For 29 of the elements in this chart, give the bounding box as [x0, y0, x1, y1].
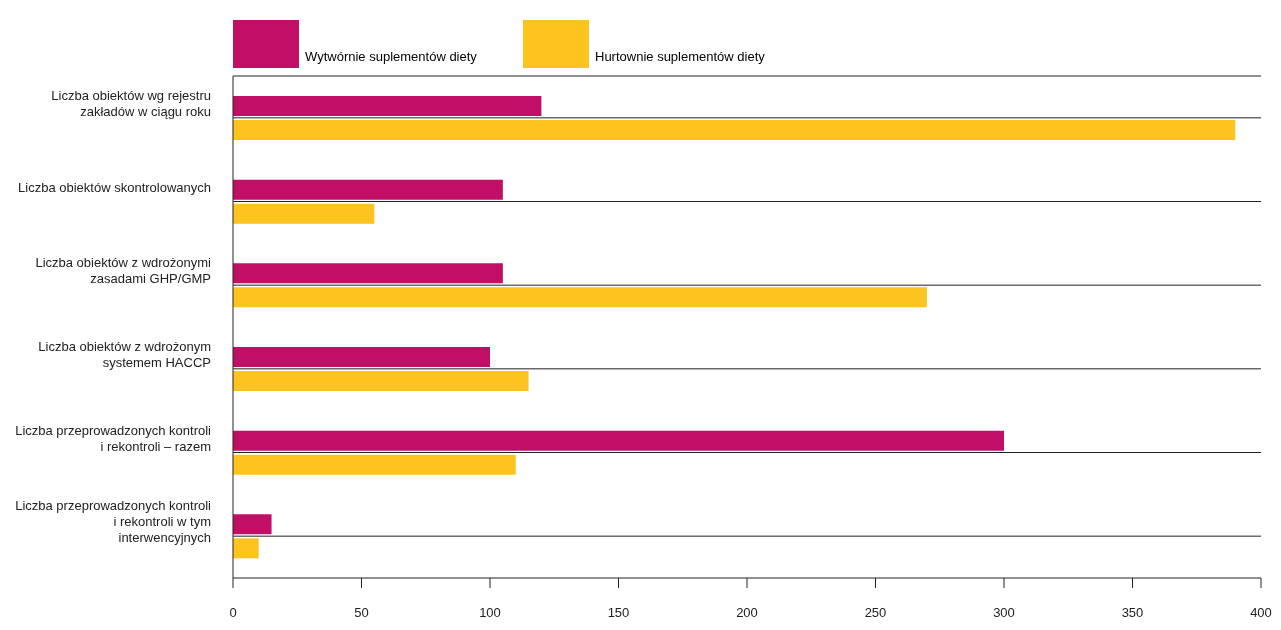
y-tick-label: Liczba obiektów wg rejestru zakładów w ciągu roku	[51, 87, 211, 119]
bar	[233, 347, 490, 367]
x-tick-label: 300	[993, 605, 1015, 621]
text: Wytwórnie suplementów diety	[305, 49, 477, 64]
x-tick-label: 150	[607, 605, 630, 621]
bar	[233, 371, 529, 391]
x-tick-label: 250	[864, 605, 887, 621]
bar	[233, 514, 272, 535]
x-tick-label: 200	[736, 605, 758, 621]
y-tick-label: Liczba przeprowadzonych kontroli i rekontroli w tym interwencyjnych	[15, 498, 212, 546]
bar	[233, 96, 542, 116]
y-tick-label: Liczba obiektów skontrolowanych	[18, 179, 211, 195]
bar	[233, 179, 503, 200]
x-tick-label: 400	[1250, 605, 1272, 621]
bar	[233, 203, 375, 224]
bar	[233, 263, 503, 284]
x-tick-label: 50	[354, 605, 369, 621]
bar	[233, 120, 1236, 140]
bar	[233, 430, 1004, 451]
x-tick-label: 100	[479, 605, 501, 621]
y-tick-label: Liczba obiektów z wdrożonymi zasadami GHP/GMP	[35, 255, 212, 287]
x-tick-label: 350	[1121, 605, 1144, 621]
bar	[233, 287, 927, 308]
y-tick-label: Liczba obiektów z wdrożonym systemem HACCP	[38, 338, 211, 370]
y-tick-label: Liczba przeprowadzonych kontroli i rekontroli – razem	[15, 422, 212, 454]
bar	[233, 538, 259, 559]
x-tick-label: 0	[229, 605, 237, 621]
bar	[233, 454, 516, 475]
text: Hurtownie suplementów diety	[595, 49, 765, 64]
